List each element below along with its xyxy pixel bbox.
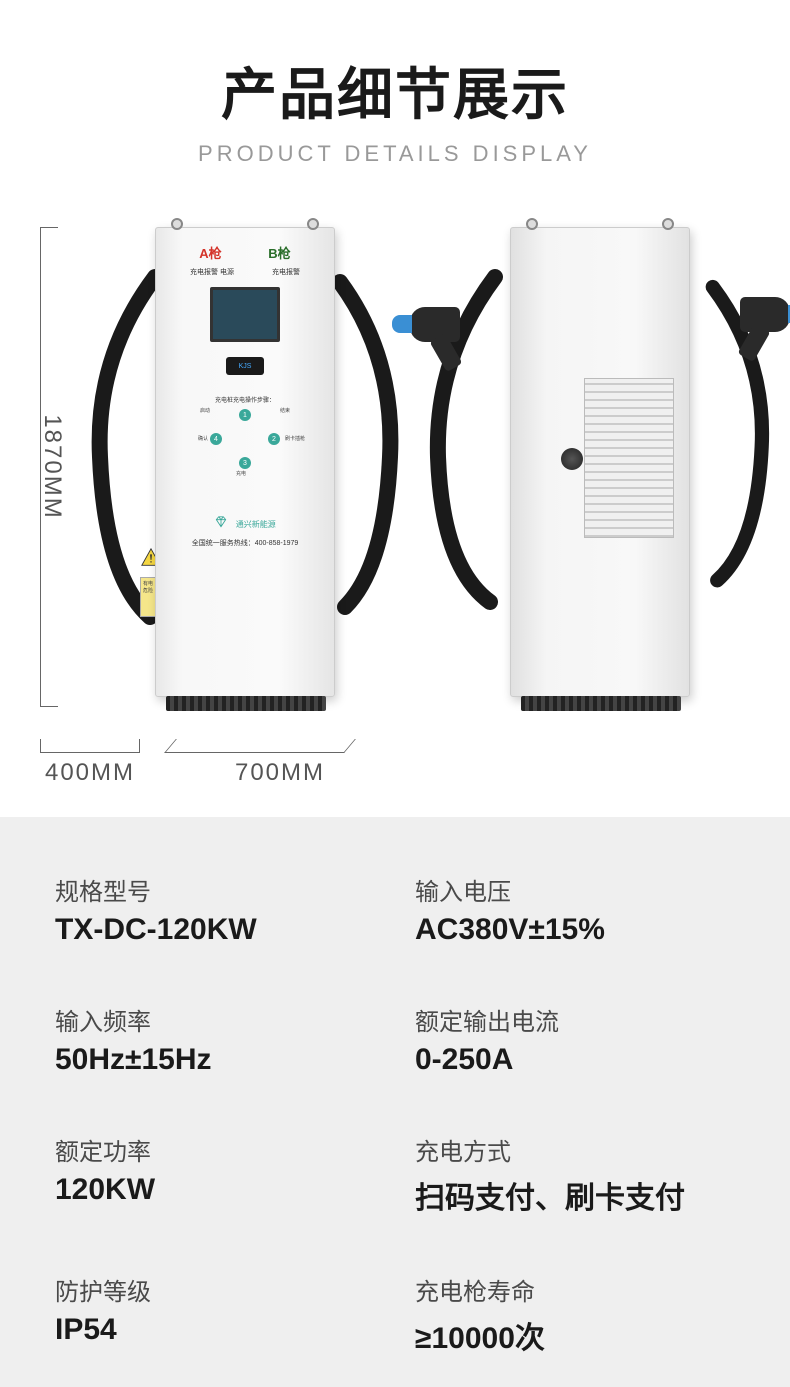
spec-label: 额定功率 bbox=[55, 1132, 375, 1167]
charger-front-view: 有电危险 A枪 B枪 充电报警 电源 充电报警 KJS 充电桩充电操作步骤： 1… bbox=[85, 207, 395, 737]
card-reader: KJS bbox=[226, 357, 264, 375]
dimension-depth: 400MM bbox=[40, 739, 140, 787]
spec-row: 输入频率 50Hz±15Hz bbox=[55, 1002, 375, 1077]
product-image-area: 1870MM 有电危险 A枪 B枪 充电报警 电源 充电报警 KJS bbox=[0, 197, 790, 817]
mounting-hook-icon bbox=[307, 218, 319, 230]
spec-value: 0-250A bbox=[415, 1043, 735, 1077]
spec-row: 充电方式 扫码支付、刷卡支付 bbox=[415, 1132, 735, 1217]
page-title: 产品细节展示 bbox=[0, 50, 790, 131]
charging-gun-connector bbox=[740, 297, 790, 332]
lock-knob-icon bbox=[561, 448, 583, 470]
gun-a-sublabel: 充电报警 电源 bbox=[190, 267, 234, 277]
spec-value: AC380V±15% bbox=[415, 913, 735, 947]
spec-value: IP54 bbox=[55, 1313, 375, 1347]
charger-base-vent bbox=[166, 696, 326, 711]
spec-label: 充电方式 bbox=[415, 1132, 735, 1167]
spec-label: 防护等级 bbox=[55, 1272, 375, 1307]
spec-label: 输入电压 bbox=[415, 872, 735, 907]
spec-label: 输入频率 bbox=[55, 1002, 375, 1037]
charger-display-screen bbox=[210, 287, 280, 342]
dimension-depth-label: 400MM bbox=[45, 759, 135, 787]
spec-value: TX-DC-120KW bbox=[55, 913, 375, 947]
step-dot: 4 bbox=[210, 433, 222, 445]
spec-table: 规格型号 TX-DC-120KW 输入电压 AC380V±15% 输入频率 50… bbox=[0, 817, 790, 1387]
spec-label: 规格型号 bbox=[55, 872, 375, 907]
charger-body-front: A枪 B枪 充电报警 电源 充电报警 KJS 充电桩充电操作步骤： 1 2 3 … bbox=[155, 227, 335, 697]
mounting-hook-icon bbox=[662, 218, 674, 230]
diamond-icon bbox=[214, 515, 228, 529]
hotline-text: 全国统一服务热线：400-858-1979 bbox=[156, 538, 334, 548]
spec-label: 充电枪寿命 bbox=[415, 1272, 735, 1307]
dimension-width-label: 700MM bbox=[235, 759, 325, 787]
spec-row: 规格型号 TX-DC-120KW bbox=[55, 872, 375, 947]
instructions-panel: 充电桩充电操作步骤： 1 2 3 4 启动 结束 确认 刷卡插枪 充电 bbox=[200, 395, 290, 465]
dimension-height: 1870MM bbox=[40, 227, 58, 707]
spec-row: 额定功率 120KW bbox=[55, 1132, 375, 1217]
gun-tip-icon bbox=[392, 315, 412, 333]
charger-back-view bbox=[440, 207, 750, 737]
spec-value: 120KW bbox=[55, 1173, 375, 1207]
charging-gun-connector bbox=[410, 307, 460, 342]
step-dot: 1 bbox=[239, 409, 251, 421]
step-dot: 2 bbox=[268, 433, 280, 445]
charger-base-vent bbox=[521, 696, 681, 711]
spec-row: 充电枪寿命 ≥10000次 bbox=[415, 1272, 735, 1357]
spec-row: 防护等级 IP54 bbox=[55, 1272, 375, 1357]
mounting-hook-icon bbox=[526, 218, 538, 230]
gun-b-sublabel: 充电报警 bbox=[272, 267, 300, 277]
brand-name: 通兴新能源 bbox=[236, 520, 276, 529]
spec-value: ≥10000次 bbox=[415, 1313, 735, 1357]
spec-value: 扫码支付、刷卡支付 bbox=[415, 1173, 735, 1217]
spec-label: 额定输出电流 bbox=[415, 1002, 735, 1037]
spec-value: 50Hz±15Hz bbox=[55, 1043, 375, 1077]
step-dot: 3 bbox=[239, 457, 251, 469]
header: 产品细节展示 PRODUCT DETAILS DISPLAY bbox=[0, 0, 790, 197]
spec-row: 额定输出电流 0-250A bbox=[415, 1002, 735, 1077]
spec-row: 输入电压 AC380V±15% bbox=[415, 872, 735, 947]
dimension-height-label: 1870MM bbox=[38, 414, 66, 519]
page-subtitle: PRODUCT DETAILS DISPLAY bbox=[0, 141, 790, 167]
dimension-width: 700MM bbox=[210, 739, 350, 787]
instructions-title: 充电桩充电操作步骤： bbox=[200, 395, 290, 404]
gun-a-label: A枪 bbox=[199, 243, 221, 262]
gun-b-label: B枪 bbox=[268, 243, 290, 262]
dimension-bottom-row: 400MM 700MM bbox=[40, 739, 350, 787]
ventilation-grille bbox=[584, 378, 674, 538]
mounting-hook-icon bbox=[171, 218, 183, 230]
brand-logo: 通兴新能源 全国统一服务热线：400-858-1979 bbox=[156, 515, 334, 548]
charger-body-back bbox=[510, 227, 690, 697]
